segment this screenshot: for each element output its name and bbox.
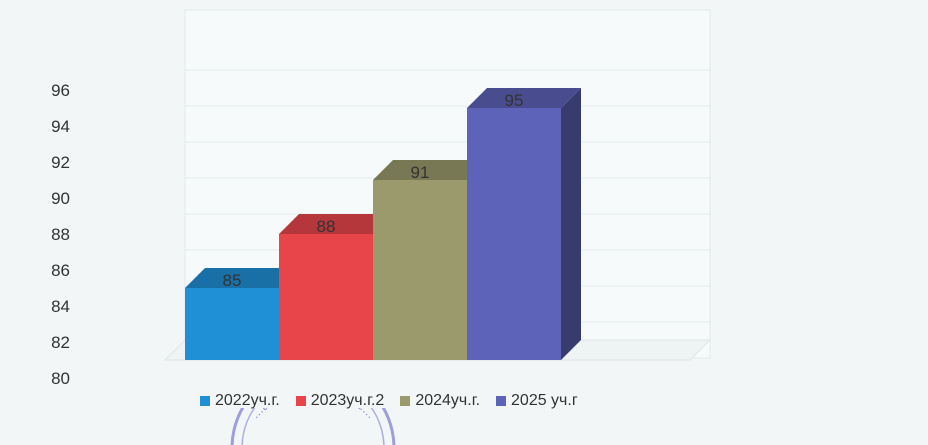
- bar-top: [373, 160, 487, 180]
- y-tick-label: 90: [51, 189, 70, 208]
- bar-side: [561, 88, 581, 360]
- bar-front: [373, 180, 467, 360]
- y-tick-label: 84: [51, 297, 70, 316]
- legend-item-2022: 2022уч.г.: [200, 392, 280, 410]
- legend-item-2025: 2025 уч.г: [496, 392, 578, 410]
- bar-data-label: 85: [223, 271, 242, 290]
- bar-top: [185, 268, 299, 288]
- legend-label-2023: 2023уч.г.2: [310, 392, 385, 409]
- bar-front: [279, 234, 373, 360]
- legend-item-2024: 2024уч.г.: [400, 392, 480, 410]
- legend-swatch-2023: [295, 396, 306, 406]
- legend-swatch-2025: [496, 396, 507, 406]
- bar-top: [467, 88, 581, 108]
- bar-data-label: 95: [505, 91, 524, 110]
- legend-swatch-2022: [200, 396, 210, 406]
- legend-item-2023: 2023уч.г.2: [295, 392, 385, 410]
- bar-front: [467, 108, 561, 360]
- legend: 2022уч.г. 2023уч.г.2 2024уч.г. 2025 уч.г: [200, 389, 578, 413]
- svg-text:…альное бюджетное…: …альное бюджетное…: [248, 408, 378, 421]
- bar-data-label: 91: [411, 163, 430, 182]
- y-tick-label: 88: [51, 225, 70, 244]
- legend-label-2022: 2022уч.г.: [215, 392, 280, 409]
- y-tick-label: 80: [51, 369, 70, 388]
- stamp-text: …альное бюджетное…: [248, 408, 378, 421]
- legend-swatch-2024: [400, 396, 411, 406]
- bar-front: [185, 288, 279, 360]
- legend-label-2025: 2025 уч.г: [511, 392, 578, 409]
- y-tick-label: 94: [51, 117, 70, 136]
- legend-label-2024: 2024уч.г.: [415, 392, 481, 409]
- y-tick-label: 86: [51, 261, 70, 280]
- round-stamp-icon: …альное бюджетное…: [230, 408, 396, 445]
- bar-data-label: 88: [317, 217, 336, 236]
- y-tick-label: 92: [51, 153, 70, 172]
- y-tick-label: 82: [51, 333, 70, 352]
- y-tick-label: 96: [51, 81, 70, 100]
- bar-top: [279, 214, 393, 234]
